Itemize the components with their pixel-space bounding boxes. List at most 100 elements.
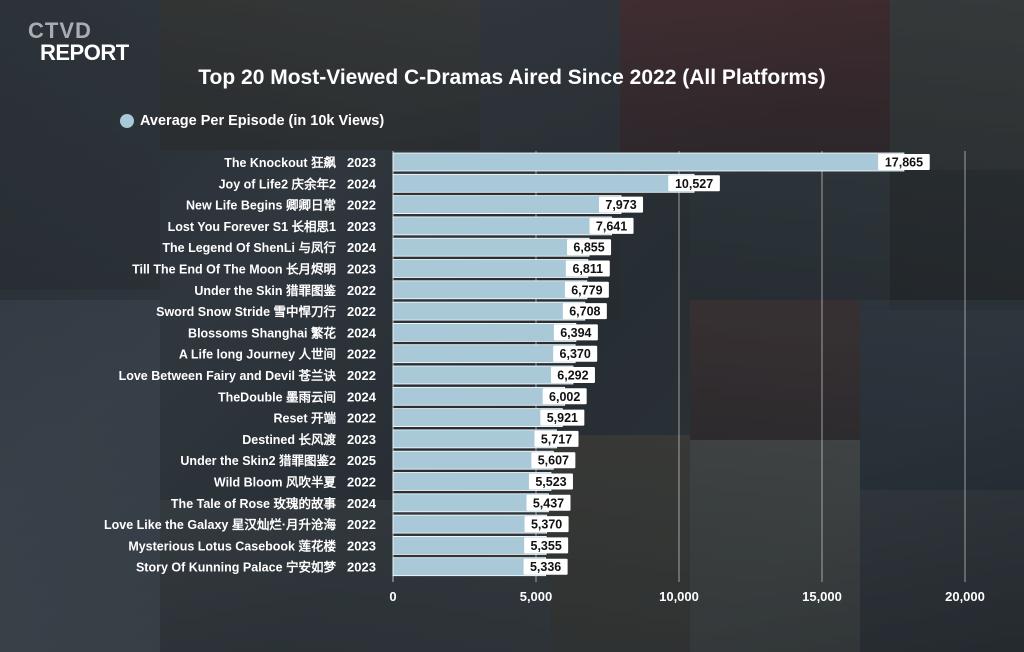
data-label: 6,292	[557, 369, 588, 383]
category-label: Joy of Life2 庆余年2	[219, 176, 336, 191]
backdrop-tile	[860, 490, 1024, 652]
x-tick-label: 0	[389, 589, 396, 604]
bar	[392, 216, 612, 236]
backdrop-tile	[0, 0, 160, 290]
bar	[392, 344, 576, 364]
data-label-box	[553, 345, 598, 362]
year-label: 2024	[347, 325, 377, 340]
year-label: 2022	[347, 475, 376, 490]
backdrop-tile	[860, 300, 1024, 490]
data-label: 6,394	[560, 326, 591, 340]
year-label: 2023	[347, 432, 376, 447]
data-label: 7,973	[605, 198, 636, 212]
category-label: The Tale of Rose 玫瑰的故事	[171, 496, 337, 511]
category-label: A Life long Journey 人世间	[179, 347, 336, 362]
data-label-box	[668, 175, 720, 192]
data-label: 5,523	[535, 475, 566, 489]
data-label: 5,370	[531, 518, 562, 532]
category-label: TheDouble 墨雨云间	[218, 389, 336, 404]
data-label: 6,708	[569, 305, 600, 319]
data-label-box	[589, 217, 634, 234]
data-label: 5,336	[530, 560, 561, 574]
category-label: Mysterious Lotus Casebook 莲花楼	[128, 538, 336, 553]
category-label: Wild Bloom 风吹半夏	[214, 475, 337, 490]
bar	[392, 173, 695, 193]
backdrop-tile	[690, 300, 860, 440]
year-label: 2022	[347, 411, 376, 426]
backdrop-tile	[550, 435, 690, 652]
bar	[392, 301, 586, 321]
chart-title: Top 20 Most-Viewed C-Dramas Aired Since …	[198, 66, 826, 89]
backdrop-tile	[690, 440, 860, 652]
data-label: 17,865	[885, 156, 923, 170]
bar	[392, 322, 577, 342]
data-label-box	[550, 367, 595, 383]
year-label: 2023	[347, 538, 376, 553]
bar	[392, 514, 547, 534]
x-tick-label: 20,000	[945, 589, 985, 604]
bar	[392, 195, 622, 215]
data-label-box	[599, 196, 644, 213]
data-label: 5,355	[531, 539, 562, 553]
category-label: The Knockout 狂飙	[224, 155, 336, 170]
bar	[392, 152, 905, 172]
category-label: New Life Begins 卿卿日常	[186, 198, 336, 213]
year-label: 2022	[347, 347, 376, 362]
data-label-box	[531, 452, 576, 469]
bar	[392, 429, 557, 449]
year-label: 2023	[347, 560, 376, 575]
data-label-box	[540, 409, 585, 426]
category-label: Under the Skin 猎罪图鉴	[194, 283, 336, 298]
bar	[392, 259, 589, 278]
legend-marker	[120, 114, 134, 128]
bar	[392, 365, 574, 385]
bar	[392, 493, 549, 513]
data-label-box	[878, 154, 930, 170]
year-label: 2024	[347, 176, 377, 191]
data-label: 10,527	[675, 177, 713, 191]
year-label: 2022	[347, 368, 376, 383]
x-tick-label: 15,000	[802, 589, 842, 604]
year-label: 2023	[347, 155, 376, 170]
data-label-box	[524, 537, 569, 554]
category-label: Lost You Forever S1 长相思1	[168, 219, 336, 234]
category-label: Till The End Of The Moon 长月烬明	[132, 262, 336, 277]
data-label: 6,370	[560, 347, 591, 361]
category-label: Story Of Kunning Palace 宁安如梦	[136, 560, 337, 575]
year-label: 2022	[347, 283, 376, 298]
category-label: Sword Snow Stride 雪中悍刀行	[156, 304, 336, 319]
backdrop-tile	[690, 160, 890, 310]
data-label-box	[553, 324, 598, 341]
data-label: 6,002	[549, 390, 580, 404]
data-label: 7,641	[596, 219, 627, 233]
data-label-box	[567, 239, 612, 256]
year-label: 2022	[347, 517, 376, 532]
data-label: 5,607	[538, 454, 569, 468]
data-label-box	[542, 388, 587, 405]
data-label: 6,811	[572, 262, 603, 276]
data-label-box	[523, 558, 568, 575]
backdrop-tile	[890, 0, 1024, 170]
backdrop-tile	[620, 0, 890, 160]
x-tick-label: 10,000	[659, 589, 699, 604]
category-label: The Legend Of ShenLi 与凤行	[162, 240, 336, 255]
backdrop-tile	[0, 300, 160, 652]
data-label-box	[526, 494, 571, 511]
legend-label: Average Per Episode (in 10k Views)	[140, 113, 385, 129]
bar	[392, 450, 554, 470]
year-label: 2024	[347, 240, 377, 255]
category-label: Blossoms Shanghai 繁花	[188, 325, 336, 340]
year-label: 2022	[347, 304, 376, 319]
year-label: 2024	[347, 496, 377, 511]
data-label-box	[528, 473, 573, 490]
backdrop-tile	[890, 170, 1024, 310]
year-label: 2023	[347, 262, 376, 277]
data-label-box	[534, 430, 579, 447]
bar	[392, 536, 547, 555]
backdrop-tile	[160, 0, 480, 150]
year-label: 2024	[347, 389, 377, 404]
category-label: Under the Skin2 猎罪图鉴2	[180, 453, 336, 468]
chart-legend: Average Per Episode (in 10k Views)	[120, 113, 384, 129]
data-label-box	[565, 260, 610, 277]
